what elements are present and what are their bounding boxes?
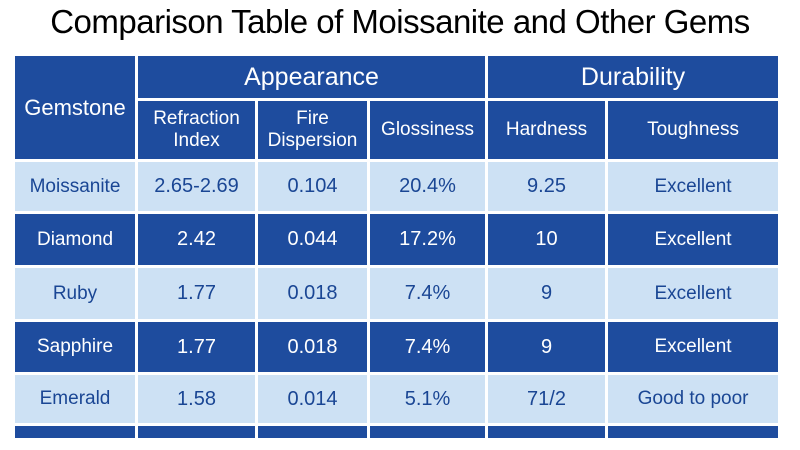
gemstone-name-cell: Sapphire: [12, 319, 138, 375]
comparison-table: Gemstone Appearance Durability Refractio…: [12, 53, 778, 441]
table-row-moissanite: Moissanite 2.65-2.69 0.104 20.4% 9.25 Ex…: [12, 159, 778, 214]
refraction-index-cell: 1.58: [135, 372, 258, 426]
fire-dispersion-cell: 0.018: [255, 319, 370, 375]
toughness-cell: Excellent: [605, 265, 778, 322]
header-hardness: Hardness: [485, 98, 609, 162]
table-row-ruby: Ruby 1.77 0.018 7.4% 9 Excellent: [12, 265, 778, 322]
gemstone-name-cell: Diamond: [12, 211, 138, 268]
header-gemstone: Gemstone: [12, 53, 138, 162]
refraction-index-cell: 1.77: [135, 319, 258, 375]
header-glossiness: Glossiness: [366, 98, 489, 162]
hardness-cell: 10: [485, 211, 609, 268]
fire-dispersion-cell: 0.018: [255, 265, 370, 322]
cut-off-cell: [135, 423, 258, 441]
glossiness-cell: 7.4%: [366, 319, 489, 375]
group-header-row: Gemstone Appearance Durability: [12, 53, 778, 162]
header-group-durability: Durability: [485, 53, 778, 101]
refraction-index-cell: 1.77: [135, 265, 258, 322]
hardness-cell: 71/2: [485, 372, 609, 426]
cut-off-cell: [12, 423, 138, 441]
glossiness-cell: 7.4%: [366, 265, 489, 322]
refraction-index-cell: 2.42: [135, 211, 258, 268]
header-group-appearance: Appearance: [134, 53, 489, 101]
toughness-cell: Excellent: [605, 211, 778, 268]
cut-off-next-row: [12, 423, 778, 441]
toughness-cell: Good to poor: [605, 372, 778, 426]
table-row-sapphire: Sapphire 1.77 0.018 7.4% 9 Excellent: [12, 319, 778, 375]
hardness-cell: 9.25: [485, 159, 609, 214]
header-toughness: Toughness: [605, 98, 778, 162]
toughness-cell: Excellent: [605, 319, 778, 375]
cut-off-cell: [605, 423, 778, 441]
gemstone-name-cell: Ruby: [12, 265, 138, 322]
header-refraction-index: Refraction Index: [135, 98, 258, 162]
table-row-diamond: Diamond 2.42 0.044 17.2% 10 Excellent: [12, 211, 778, 268]
glossiness-cell: 17.2%: [366, 211, 489, 268]
cut-off-cell: [485, 423, 609, 441]
gemstone-name-cell: Moissanite: [12, 159, 138, 214]
page-title: Comparison Table of Moissanite and Other…: [50, 3, 750, 40]
fire-dispersion-cell: 0.104: [255, 159, 370, 214]
glossiness-cell: 5.1%: [366, 372, 489, 426]
hardness-cell: 9: [485, 265, 609, 322]
cut-off-cell: [255, 423, 370, 441]
cut-off-cell: [366, 423, 489, 441]
hardness-cell: 9: [485, 319, 609, 375]
refraction-index-cell: 2.65-2.69: [135, 159, 258, 214]
gemstone-name-cell: Emerald: [12, 372, 138, 426]
comparison-table-wrapper: Gemstone Appearance Durability Refractio…: [12, 53, 778, 450]
fire-dispersion-cell: 0.044: [255, 211, 370, 268]
toughness-cell: Excellent: [605, 159, 778, 214]
fire-dispersion-cell: 0.014: [255, 372, 370, 426]
table-row-emerald: Emerald 1.58 0.014 5.1% 71/2 Good to poo…: [12, 372, 778, 426]
header-fire-dispersion: Fire Dispersion: [255, 98, 370, 162]
sub-header-row: Refraction Index Fire Dispersion Glossin…: [14, 98, 778, 162]
glossiness-cell: 20.4%: [366, 159, 489, 214]
